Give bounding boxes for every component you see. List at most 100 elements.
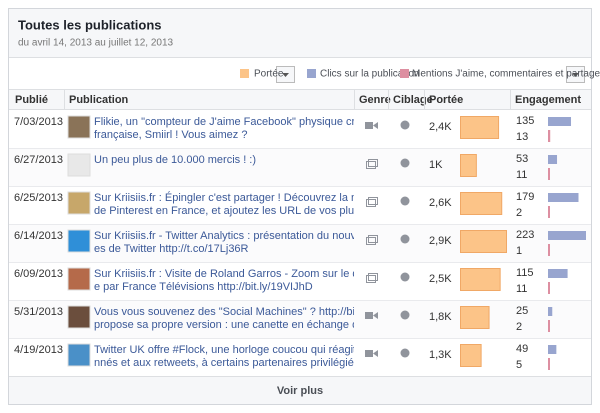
- type-icon: [368, 159, 378, 167]
- likes: 11: [516, 283, 527, 295]
- legend-swatch: [400, 69, 409, 78]
- post-text[interactable]: Sur Kriisiis.fr : Visite de Roland Garro…: [94, 268, 454, 280]
- likes-bar: [548, 168, 550, 180]
- clicks: 223: [516, 229, 534, 241]
- subtitle: du avril 14, 2013 au juillet 12, 2013: [18, 38, 174, 49]
- type-icon: [368, 273, 378, 281]
- reach-bar: [460, 192, 503, 215]
- legend-swatch: [240, 69, 249, 78]
- clicks: 135: [516, 115, 534, 127]
- post-text[interactable]: Vous vous souvenez des "Social Machines"…: [94, 306, 444, 318]
- post-text[interactable]: Sur Kriisiis.fr - Twitter Analytics : pr…: [94, 230, 450, 242]
- reach-label: 2,4K: [429, 121, 452, 133]
- type-icon: [373, 122, 378, 129]
- likes: 2: [516, 321, 522, 333]
- post-text[interactable]: Twitter UK offre #Flock, une horloge cou…: [94, 344, 449, 356]
- dropdown-arrow: [282, 73, 289, 77]
- date: 6/14/2013: [14, 230, 63, 242]
- row-bg: [9, 300, 591, 338]
- reach-bar: [460, 230, 507, 253]
- legend-swatch: [307, 69, 316, 78]
- see-more[interactable]: Voir plus: [277, 385, 323, 397]
- date: 5/31/2013: [14, 306, 63, 318]
- likes-bar: [548, 244, 550, 256]
- clicks: 53: [516, 153, 528, 165]
- post-text[interactable]: Un peu plus de 10.000 mercis ! :): [94, 154, 256, 166]
- date: 6/27/2013: [14, 154, 63, 166]
- thumbnail: [67, 305, 91, 329]
- dropdown-arrow: [572, 73, 579, 77]
- type-icon: [365, 312, 373, 319]
- reach-label: 1K: [429, 159, 443, 171]
- type-icon: [373, 312, 378, 319]
- row-bg: [9, 148, 591, 186]
- table-header: [9, 90, 591, 109]
- clicks: 179: [516, 191, 534, 203]
- reach-label: 2,6K: [429, 197, 452, 209]
- date: 6/09/2013: [14, 268, 63, 280]
- type-icon: [366, 199, 376, 207]
- type-icon: [365, 122, 373, 129]
- post-text[interactable]: de Pinterest en France, et ajoutez les U…: [94, 205, 453, 217]
- column-header: Genre: [359, 94, 391, 106]
- legend-label: Mentions J'aime, commentaires et partage…: [412, 69, 600, 80]
- reach-label: 2,5K: [429, 273, 452, 285]
- type-icon: [368, 235, 378, 243]
- clicks: 25: [516, 305, 528, 317]
- column-header: Ciblage: [393, 94, 433, 106]
- targeting-icon: [400, 310, 410, 320]
- thumbnail: [67, 153, 91, 177]
- column-header: Engagement: [515, 94, 581, 106]
- likes: 11: [516, 169, 527, 181]
- post-text[interactable]: e par France Télévisions http://bit.ly/1…: [94, 281, 313, 293]
- post-text[interactable]: propose sa propre version : une canette …: [94, 319, 448, 331]
- clicks-bar: [548, 307, 553, 316]
- reach-label: 1,3K: [429, 349, 452, 361]
- post-text[interactable]: française, Smiirl ! Vous aimez ?: [94, 129, 247, 141]
- type-icon: [365, 350, 373, 357]
- type-icon: [366, 237, 376, 245]
- post-text[interactable]: Sur Kriisiis.fr : Épingler c'est partage…: [94, 191, 446, 204]
- type-icon: [368, 197, 378, 205]
- post-text[interactable]: Flikie, un "compteur de J'aime Facebook"…: [94, 116, 446, 128]
- post-text[interactable]: es de Twitter http://t.co/17Lj36R: [94, 243, 249, 255]
- legend-label: Clics sur la publication: [320, 69, 420, 80]
- likes-bar: [548, 358, 550, 370]
- column-header: Publication: [69, 94, 129, 106]
- reach-label: 1,8K: [429, 311, 452, 323]
- clicks-bar: [548, 193, 579, 202]
- reach-label: 2,9K: [429, 235, 452, 247]
- footer: [9, 376, 591, 404]
- reach-bar: [460, 344, 482, 367]
- type-icon: [366, 275, 376, 283]
- reach-bar: [460, 268, 501, 291]
- post-text[interactable]: nnés et aux retweets, à certains partena…: [94, 357, 452, 369]
- likes-bar: [548, 282, 550, 294]
- targeting-icon: [400, 348, 410, 358]
- likes-bar: [548, 320, 550, 332]
- thumbnail: [67, 267, 91, 291]
- thumbnail: [67, 115, 91, 139]
- date: 7/03/2013: [14, 116, 63, 128]
- clicks: 115: [516, 267, 534, 279]
- card-header: [9, 9, 591, 57]
- likes: 5: [516, 359, 522, 371]
- likes: 1: [516, 245, 522, 257]
- targeting-icon: [400, 196, 410, 206]
- thumbnail: [67, 191, 91, 215]
- date: 6/25/2013: [14, 192, 63, 204]
- targeting-icon: [400, 272, 410, 282]
- targeting-icon: [400, 234, 410, 244]
- likes: 2: [516, 207, 522, 219]
- clicks-bar: [548, 231, 586, 240]
- targeting-icon: [400, 120, 410, 130]
- type-icon: [366, 161, 376, 169]
- clicks: 49: [516, 343, 528, 355]
- likes-bar: [548, 130, 551, 142]
- reach-bar: [460, 306, 490, 329]
- targeting-icon: [400, 158, 410, 168]
- likes: 13: [516, 131, 528, 143]
- title: Toutes les publications: [18, 17, 162, 32]
- clicks-bar: [548, 117, 572, 126]
